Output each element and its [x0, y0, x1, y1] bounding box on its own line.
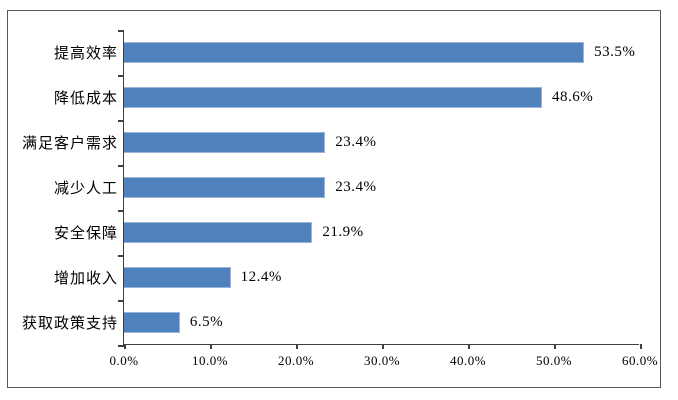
bar: [124, 222, 313, 243]
x-axis-tick: [468, 344, 470, 349]
plot-area: 提高效率 53.5% 降低成本 48.6% 满足客户需求 23.4% 减少人工 23.4% 安全…: [22, 30, 658, 368]
x-tick-label: 30.0%: [363, 353, 401, 368]
value-label: 23.4%: [335, 179, 377, 195]
x-tick-label: 10.0%: [191, 353, 229, 368]
x-axis-tick: [554, 344, 556, 349]
x-axis-tick: [382, 344, 384, 349]
x-tick-label: 60.0%: [621, 353, 659, 368]
y-axis-tick: [118, 120, 124, 122]
chart-row: 获取政策支持 6.5%: [22, 300, 639, 345]
category-label: 安全保障: [53, 226, 118, 242]
y-axis-tick: [118, 165, 124, 167]
x-tick-label: 40.0%: [449, 353, 487, 368]
chart-row: 减少人工 23.4%: [54, 165, 639, 210]
bar: [124, 177, 326, 198]
category-label: 减少人工: [53, 181, 118, 197]
chart-row: 满足客户需求 23.4%: [22, 120, 639, 165]
value-label: 23.4%: [335, 134, 377, 150]
y-axis-tick: [118, 345, 124, 347]
category-label: 提高效率: [53, 46, 118, 62]
value-label: 21.9%: [322, 224, 364, 240]
x-tick-label: 20.0%: [277, 353, 315, 368]
x-axis-tick: [296, 344, 298, 349]
x-axis-tick: [210, 344, 212, 349]
bar: [124, 132, 326, 153]
x-axis-tick: [124, 344, 126, 349]
x-axis-tick: [640, 344, 642, 349]
value-label: 53.5%: [594, 44, 636, 60]
bar: [124, 87, 542, 108]
category-label: 降低成本: [53, 91, 118, 107]
y-axis-tick: [118, 30, 124, 32]
bar: [124, 267, 231, 288]
value-label: 12.4%: [240, 269, 282, 285]
category-label: 获取政策支持: [21, 316, 118, 332]
y-axis-tick: [118, 75, 124, 77]
category-label: 满足客户需求: [21, 136, 118, 152]
y-axis-tick: [118, 255, 124, 257]
chart-row: 安全保障 21.9%: [54, 210, 639, 255]
value-label: 48.6%: [551, 89, 594, 105]
bar: [124, 312, 180, 333]
x-tick-label: 0.0%: [109, 353, 139, 368]
chart-row: 提高效率 53.5%: [54, 30, 639, 75]
chart-row: 增加收入 12.4%: [54, 255, 639, 300]
category-label: 增加收入: [53, 271, 118, 287]
value-label: 6.5%: [189, 314, 224, 330]
y-axis-tick: [118, 300, 124, 302]
bar: [124, 42, 585, 63]
chart-row: 降低成本 48.6%: [54, 75, 639, 120]
y-axis-tick: [118, 210, 124, 212]
x-tick-label: 50.0%: [535, 353, 573, 368]
